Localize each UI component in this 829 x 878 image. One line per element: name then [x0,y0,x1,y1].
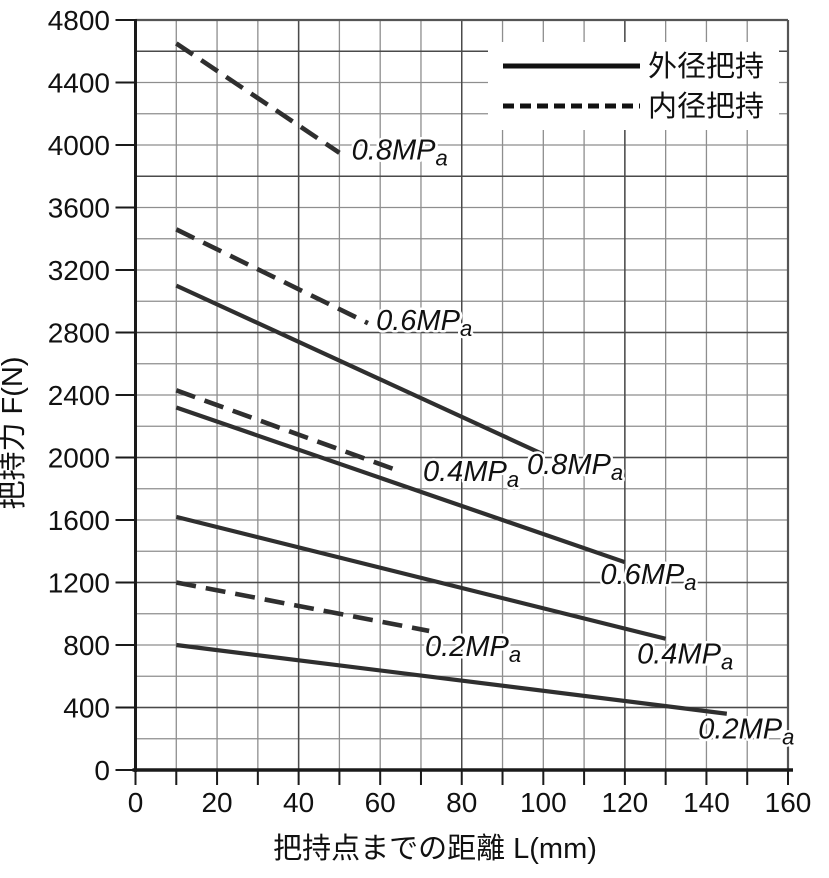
y-tick-label: 1600 [48,505,110,536]
x-tick-label: 40 [283,787,314,818]
series-line-solid-0.2MPa [176,642,728,716]
series-line-dashed-0.4MPa [175,388,402,474]
x-tick-label: 0 [128,787,144,818]
series-label-solid-0.6MPa: 0.6MPa [600,559,696,595]
series-line-dashed-0.2MPa [175,580,430,634]
series-line-dashed-0.6MPa [175,227,369,326]
y-tick-label: 0 [94,755,110,786]
series-label-solid-0.8MPa: 0.8MPa [527,449,623,485]
y-tick-label: 4000 [48,130,110,161]
x-tick-labels: 0 20 40 60 80 100 120 140 160 [128,787,812,818]
y-tick-label: 2800 [48,318,110,349]
y-axis-title: 把持力 F(N) [0,356,29,509]
series-line-dashed-0.8MPa [175,41,341,155]
series-line-solid-0.4MPa [175,514,667,641]
y-tick-label: 4400 [48,68,110,99]
x-tick-label: 160 [765,787,812,818]
series-line-solid-0.6MPa [175,405,626,565]
legend-box [488,42,779,130]
series-label-dashed-0.2MPa: 0.2MPa [425,631,521,667]
series-label-dashed-0.6MPa: 0.6MPa [376,305,472,341]
series-line-solid-0.8MPa [175,283,545,457]
y-tick-label: 400 [63,693,110,724]
y-tick-label: 3200 [48,255,110,286]
data-series [175,41,728,716]
x-tick-label: 140 [683,787,730,818]
y-tick-label: 4800 [48,5,110,36]
y-tick-label: 3600 [48,193,110,224]
x-tick-label: 100 [520,787,567,818]
legend: 外径把持 内径把持 [488,42,779,130]
x-tick-label: 80 [446,787,477,818]
series-label-solid-0.2MPa: 0.2MPa [698,714,794,750]
x-tick-label: 120 [602,787,649,818]
legend-dashed-label: 内径把持 [648,90,764,123]
x-tick-label: 20 [201,787,232,818]
legend-solid-label: 外径把持 [648,50,764,83]
y-tick-label: 2000 [48,443,110,474]
y-tick-labels: 0 400 800 1200 1600 2000 2400 2800 3200 3600 4000 4… [48,5,110,786]
series-labels: 0.2MPa 0.4MPa 0.6MPa 0.8MPa 0.2MPa 0.4MPa 0.6M… [349,132,797,752]
y-tick-label: 1200 [48,568,110,599]
x-tick-label: 60 [365,787,396,818]
x-axis-title: 把持点までの距離 L(mm) [273,832,597,865]
series-label-dashed-0.4MPa: 0.4MPa [423,456,519,492]
series-label-dashed-0.8MPa: 0.8MPa [352,135,448,171]
axis-ticks [115,19,789,785]
y-tick-label: 2400 [48,380,110,411]
series-label-solid-0.4MPa: 0.4MPa [637,639,733,675]
y-tick-label: 800 [63,630,110,661]
